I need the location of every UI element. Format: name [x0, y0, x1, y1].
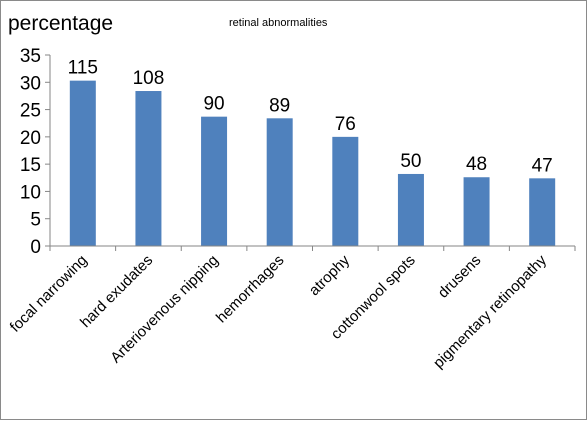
- data-label: 115: [68, 58, 98, 79]
- bar: [397, 173, 424, 246]
- y-tick-label: 30: [20, 73, 41, 94]
- x-tick-label: focal narrowing: [7, 252, 91, 336]
- y-tick-label: 0: [30, 237, 41, 258]
- x-tick-label: atrophy: [306, 251, 354, 299]
- x-tick-label: pigmentary retinopathy: [430, 251, 550, 371]
- y-tick-label: 35: [20, 46, 41, 67]
- y-tick-label: 5: [30, 210, 41, 231]
- bar: [463, 177, 490, 246]
- y-axis-label: percentage: [8, 12, 113, 35]
- y-tick-label: 20: [20, 128, 41, 149]
- y-tick-label: 10: [20, 182, 41, 203]
- bar: [266, 118, 293, 246]
- data-label: 48: [466, 154, 487, 175]
- data-label: 90: [203, 94, 224, 115]
- bar: [201, 116, 228, 246]
- x-tick-label: drusens: [435, 252, 485, 302]
- y-tick-label: 25: [20, 101, 41, 122]
- bar: [332, 136, 359, 246]
- x-tick-label: hemorrhages: [213, 252, 288, 327]
- x-tick-label: Arteriovenous nipping: [107, 252, 222, 367]
- data-label: 76: [335, 114, 356, 135]
- chart-title: retinal abnormalities: [229, 17, 328, 29]
- axes-group: [45, 54, 576, 251]
- data-label: 108: [133, 68, 165, 89]
- bar: [135, 91, 162, 246]
- bars-group: [69, 80, 556, 246]
- y-tick-label: 15: [20, 155, 41, 176]
- data-label: 47: [532, 155, 553, 176]
- data-label: 89: [269, 95, 290, 116]
- data-label: 50: [400, 151, 421, 172]
- bar: [529, 178, 556, 246]
- bar: [69, 80, 96, 246]
